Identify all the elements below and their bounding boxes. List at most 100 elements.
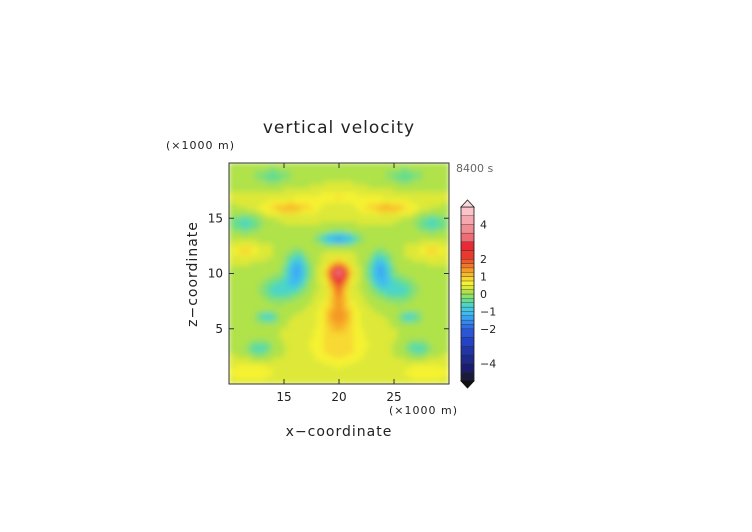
field-cell — [342, 258, 347, 263]
field-cell — [257, 199, 263, 204]
field-cell — [287, 284, 292, 289]
field-cell — [294, 173, 300, 179]
field-cell — [397, 166, 402, 171]
field-cell — [437, 306, 443, 311]
field-cell — [239, 365, 245, 370]
field-cell — [386, 239, 391, 245]
field-cell — [305, 199, 311, 204]
field-cell — [378, 206, 384, 212]
field-cell — [382, 221, 388, 227]
field-cell — [261, 343, 267, 348]
field-cell — [349, 269, 355, 274]
field-cell — [239, 269, 245, 274]
field-cell — [301, 262, 307, 267]
field-cell — [382, 173, 388, 179]
field-cell — [386, 287, 391, 293]
field-cell — [444, 328, 449, 333]
field-cell — [279, 343, 285, 348]
field-cell — [433, 166, 439, 171]
field-cell — [305, 265, 311, 271]
field-cell — [312, 217, 318, 223]
field-cell — [290, 284, 296, 289]
field-cell — [345, 361, 351, 366]
field-cell — [356, 339, 362, 344]
field-cell — [243, 206, 248, 212]
field-cell — [276, 163, 281, 168]
field-cell — [415, 295, 421, 300]
field-cell — [426, 309, 432, 315]
field-cell — [309, 199, 314, 204]
field-cell — [408, 379, 413, 384]
field-cell — [243, 251, 248, 256]
field-cell — [404, 163, 410, 168]
field-cell — [331, 328, 336, 333]
field-cell — [309, 228, 314, 234]
field-cell — [320, 343, 325, 348]
field-cell — [422, 287, 428, 293]
field-cell — [301, 184, 307, 190]
field-cell — [400, 192, 406, 197]
field-cell — [272, 350, 278, 355]
field-cell — [323, 169, 329, 175]
field-cell — [312, 350, 318, 355]
field-cell — [444, 243, 449, 249]
field-cell — [415, 203, 421, 208]
field-cell — [364, 280, 369, 285]
field-cell — [441, 357, 446, 363]
field-cell — [279, 181, 285, 186]
field-cell — [268, 324, 274, 330]
field-cell — [309, 203, 314, 208]
field-cell — [283, 320, 289, 326]
field-cell — [367, 169, 373, 175]
field-cell — [279, 228, 285, 234]
field-cell — [243, 166, 248, 171]
field-cell — [404, 368, 410, 374]
field-cell — [316, 199, 322, 204]
field-cell — [334, 254, 340, 260]
field-cell — [265, 287, 270, 293]
field-cell — [250, 217, 256, 223]
field-cell — [338, 339, 344, 344]
field-cell — [408, 280, 413, 285]
field-cell — [342, 236, 347, 241]
field-cell — [279, 210, 285, 215]
field-cell — [331, 192, 336, 197]
field-cell — [272, 284, 278, 289]
field-cell — [229, 236, 234, 241]
field-cell — [320, 243, 325, 249]
field-cell — [283, 181, 289, 186]
field-cell — [229, 199, 234, 204]
field-cell — [312, 169, 318, 175]
field-cell — [257, 166, 263, 171]
field-cell — [338, 173, 344, 179]
field-cell — [404, 254, 410, 260]
field-cell — [301, 302, 307, 308]
field-cell — [426, 357, 432, 363]
field-cell — [378, 232, 384, 238]
field-cell — [232, 284, 237, 289]
field-cell — [294, 320, 300, 326]
field-cell — [254, 181, 259, 186]
field-cell — [327, 188, 333, 193]
field-cell — [397, 354, 402, 359]
field-cell — [353, 251, 358, 256]
field-cell — [301, 169, 307, 175]
field-cell — [367, 163, 373, 168]
field-cell — [290, 317, 296, 322]
field-cell — [364, 262, 369, 267]
field-cell — [408, 265, 413, 271]
field-cell — [338, 372, 344, 378]
field-cell — [323, 188, 329, 193]
field-cell — [419, 298, 424, 304]
field-cell — [382, 302, 388, 308]
field-cell — [290, 287, 296, 293]
field-cell — [338, 276, 344, 282]
field-cell — [261, 228, 267, 234]
field-cell — [404, 361, 410, 366]
field-cell — [327, 309, 333, 315]
field-cell — [345, 350, 351, 355]
field-cell — [382, 192, 388, 197]
field-cell — [338, 184, 344, 190]
field-cell — [239, 265, 245, 271]
field-cell — [404, 214, 410, 219]
